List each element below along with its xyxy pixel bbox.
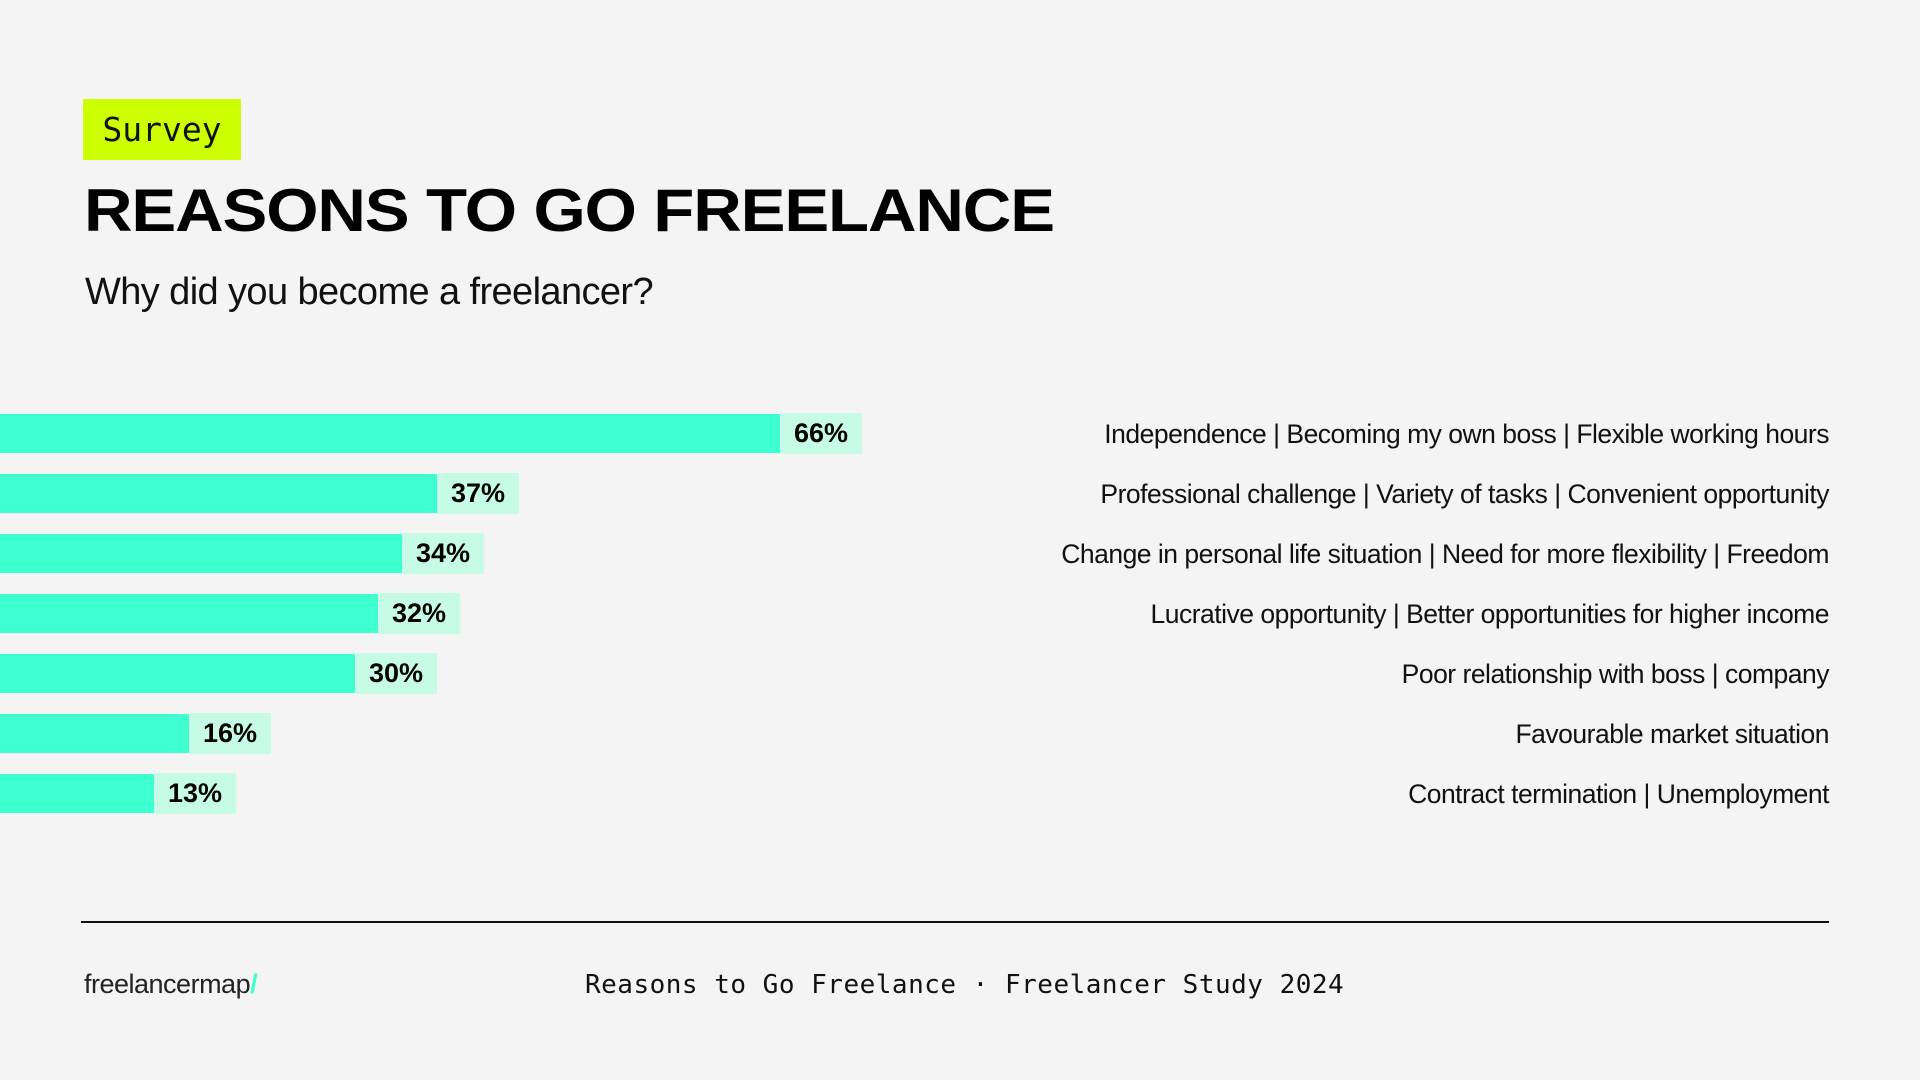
category-label: Change in personal life situation | Need… [1061, 538, 1829, 569]
bar-value-label: 16% [189, 713, 272, 754]
bar [0, 774, 154, 813]
page-subtitle: Why did you become a freelancer? [85, 271, 654, 313]
category-label: Favourable market situation [1515, 718, 1830, 749]
chart-row: 32% Lucrative opportunity | Better opport… [0, 593, 1920, 634]
bar [0, 654, 355, 693]
logo-text: freelancermap [84, 969, 251, 999]
chart-row: 13% Contract termination | Unemployment [0, 773, 1920, 814]
category-label: Contract termination | Unemployment [1408, 778, 1829, 809]
chart-row: 34% Change in personal life situation | N… [0, 533, 1920, 574]
bar [0, 714, 189, 753]
category-label: Professional challenge | Variety of task… [1100, 478, 1829, 509]
page-title: REASONS TO GO FREELANCE [84, 177, 1055, 244]
category-label: Independence | Becoming my own boss | Fl… [1104, 418, 1829, 449]
bar-value-label: 66% [780, 413, 863, 454]
chart-row: 16% Favourable market situation [0, 713, 1920, 754]
bar [0, 534, 402, 573]
bar [0, 474, 437, 513]
bar [0, 414, 780, 453]
bar-value-label: 32% [378, 593, 461, 634]
bar-value-label: 30% [355, 653, 438, 694]
bar [0, 594, 378, 633]
bar-value-label: 13% [154, 773, 237, 814]
category-label: Poor relationship with boss | company [1401, 658, 1830, 689]
chart-row: 30% Poor relationship with boss | company [0, 653, 1920, 694]
chart-row: 66% Independence | Becoming my own boss |… [0, 413, 1920, 454]
category-label: Lucrative opportunity | Better opportuni… [1150, 598, 1829, 629]
bar-value-label: 34% [402, 533, 485, 574]
logo-slash-icon: / [250, 969, 258, 999]
footer-caption: Reasons to Go Freelance · Freelancer Stu… [585, 970, 1345, 1000]
bar-value-label: 37% [437, 473, 520, 514]
footer-divider [81, 921, 1829, 923]
chart-row: 37% Professional challenge | Variety of t… [0, 473, 1920, 514]
survey-badge: Survey [83, 99, 241, 160]
freelancermap-logo: freelancermap/ [84, 969, 258, 1000]
